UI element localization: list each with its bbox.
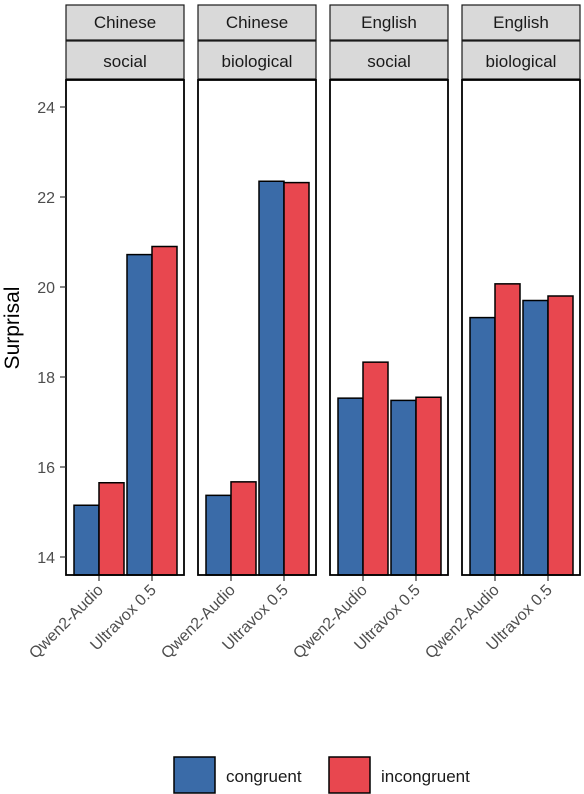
facet-label-2: biological	[222, 52, 293, 71]
facet-strip-1	[461, 4, 581, 41]
facet-strip-2	[461, 40, 581, 80]
y-tick-label: 20	[37, 280, 55, 297]
y-tick-label: 18	[37, 370, 55, 387]
bar-congruent-1	[522, 299, 549, 576]
bar-incongruent-1	[415, 396, 442, 576]
legend: congruent incongruent	[173, 756, 470, 794]
bar-incongruent-1	[547, 295, 574, 576]
facet-label-1: English	[361, 13, 417, 32]
bar-incongruent-0	[494, 283, 521, 576]
facet-strip-1	[65, 4, 185, 41]
facet-label-2: biological	[486, 52, 557, 71]
y-axis-title: Surprisal	[1, 287, 24, 370]
y-tick-label: 22	[37, 190, 55, 207]
facet-strip-1	[329, 4, 449, 41]
y-tick-label: 24	[37, 100, 55, 117]
legend-label-congruent: congruent	[226, 767, 302, 786]
facet-panel-border	[197, 79, 317, 576]
bar-incongruent-1	[283, 181, 310, 576]
facet-panel-border	[65, 79, 185, 576]
bar-congruent-1	[126, 253, 153, 576]
facet-strip-2	[197, 40, 317, 80]
facet-strip-2	[65, 40, 185, 80]
facet-panel-border	[329, 79, 449, 576]
bar-incongruent-1	[151, 245, 178, 576]
bar-congruent-1	[258, 180, 285, 576]
facet-label-1: English	[493, 13, 549, 32]
bar-incongruent-0	[230, 481, 257, 576]
facet-label-2: social	[367, 52, 410, 71]
y-tick-label: 16	[37, 460, 55, 477]
bar-congruent-0	[337, 397, 364, 576]
y-axis: 14 16 18 20 22 24	[37, 100, 66, 567]
bar-congruent-0	[205, 494, 232, 576]
y-tick-label: 14	[37, 550, 55, 567]
facet-strip-2	[329, 40, 449, 80]
facet-label-1: Chinese	[226, 13, 288, 32]
legend-label-incongruent: incongruent	[381, 767, 470, 786]
bar-congruent-1	[390, 399, 417, 576]
legend-key-congruent	[173, 756, 216, 794]
legend-key-incongruent	[328, 756, 371, 794]
facet-strip-1	[197, 4, 317, 41]
facet-label-1: Chinese	[94, 13, 156, 32]
facet-label-2: social	[103, 52, 146, 71]
facet-panel-border	[461, 79, 581, 576]
bar-congruent-0	[469, 316, 496, 576]
bar-congruent-0	[73, 504, 100, 576]
bar-incongruent-0	[98, 482, 125, 576]
bar-incongruent-0	[362, 361, 389, 576]
